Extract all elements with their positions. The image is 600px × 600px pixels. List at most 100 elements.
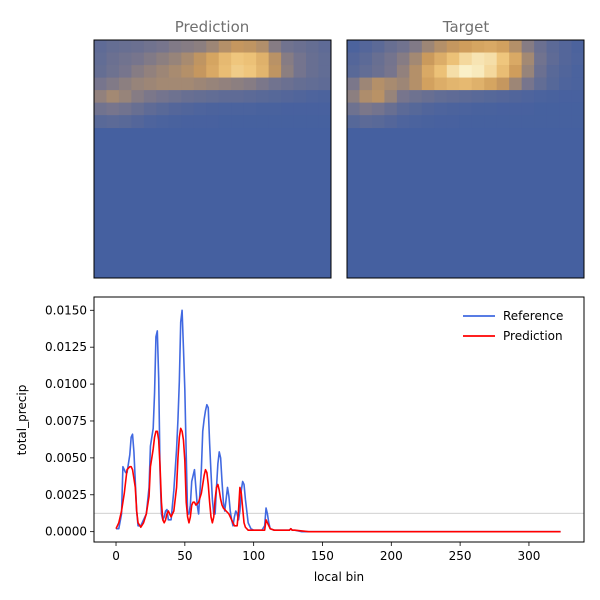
y-tick-label: 0.0075 xyxy=(45,414,87,428)
heatmap-cell xyxy=(206,77,220,91)
heatmap-cell xyxy=(496,115,510,129)
heatmap-cell xyxy=(206,65,220,78)
heatmap-cell xyxy=(371,90,385,104)
series-layer xyxy=(115,309,561,533)
heatmap-cell xyxy=(559,65,572,78)
heatmap-cell xyxy=(496,90,510,104)
y-tick-label: 0.0100 xyxy=(45,377,87,391)
heatmap-cell xyxy=(268,115,282,129)
heatmap-cell xyxy=(118,77,132,91)
heatmap-cell xyxy=(243,102,257,116)
y-axis-ticks: 0.0000 0.0025 0.0050 0.0075 0.0100 0.0125 0.01… xyxy=(45,303,94,539)
x-tick-label: 150 xyxy=(311,549,334,563)
heatmap-cell xyxy=(459,40,473,53)
heatmap-cell xyxy=(181,65,195,78)
heatmap-cell xyxy=(446,40,460,53)
heatmap-cell xyxy=(181,77,195,91)
heatmap-cell xyxy=(293,77,307,91)
heatmap-cell xyxy=(231,115,245,129)
heatmap-cell xyxy=(156,90,170,104)
heatmap-cell xyxy=(421,102,435,116)
heatmap-cell xyxy=(106,102,120,116)
heatmap-cell xyxy=(156,102,170,116)
heatmap-cell xyxy=(496,52,510,66)
prediction-heatmap-cells xyxy=(94,40,332,278)
heatmap-cell xyxy=(484,77,498,91)
heatmap-cell xyxy=(218,90,232,104)
heatmap-cell xyxy=(509,52,523,66)
heatmap-cell xyxy=(496,65,510,78)
heatmap-cell xyxy=(559,52,572,66)
legend-label-prediction: Prediction xyxy=(503,329,563,343)
heatmap-cell xyxy=(546,65,560,78)
heatmap-cell xyxy=(156,115,170,129)
heatmap-cell xyxy=(509,102,523,116)
heatmap-cell xyxy=(143,77,157,91)
line-chart: 0 50 100 150 200 250 300 0.00000.00250.00500.0… xyxy=(15,296,585,584)
heatmap-cell xyxy=(181,102,195,116)
heatmap-cell xyxy=(371,40,385,53)
heatmap-cell xyxy=(471,65,485,78)
heatmap-cell xyxy=(446,52,460,66)
heatmap-cell xyxy=(293,115,307,129)
target-heatmap-frame xyxy=(346,39,585,279)
heatmap-cell xyxy=(218,65,232,78)
heatmap-cell xyxy=(143,90,157,104)
heatmap-cell xyxy=(347,77,360,91)
heatmap-cell xyxy=(409,52,423,66)
heatmap-cell xyxy=(421,52,435,66)
heatmap-cell xyxy=(471,77,485,91)
heatmap-cell xyxy=(559,40,572,53)
heatmap-cell xyxy=(534,65,547,78)
heatmap-cell xyxy=(256,77,270,91)
heatmap-cell xyxy=(256,90,270,104)
heatmap-cell xyxy=(534,115,547,129)
heatmap-cell xyxy=(281,102,294,116)
heatmap-cell xyxy=(268,90,282,104)
heatmap-cell xyxy=(434,90,448,104)
heatmap-cell xyxy=(318,40,332,53)
heatmap-cell xyxy=(281,40,294,53)
x-axis-label: local bin xyxy=(314,570,364,584)
x-axis-ticks: 0 50 100 150 200 250 300 xyxy=(112,542,540,563)
heatmap-cell xyxy=(118,52,132,66)
heatmap-cell xyxy=(546,115,560,129)
heatmap-cell xyxy=(256,115,270,129)
heatmap-cell xyxy=(268,102,282,116)
heatmap-cell xyxy=(347,40,360,53)
heatmap-cell xyxy=(106,77,120,91)
heatmap-cell xyxy=(509,77,523,91)
heatmap-cell xyxy=(347,90,360,104)
heatmap-cell xyxy=(409,115,423,129)
heatmap-cell xyxy=(281,115,294,129)
heatmap-cell xyxy=(106,115,120,129)
x-tick-label: 100 xyxy=(242,549,265,563)
heatmap-cell xyxy=(521,90,535,104)
heatmap-cell xyxy=(181,90,195,104)
heatmap-cell xyxy=(571,52,585,66)
heatmap-cell xyxy=(347,115,360,129)
heatmap-cell xyxy=(243,65,257,78)
heatmap-cell xyxy=(571,77,585,91)
heatmap-cell xyxy=(168,52,182,66)
heatmap-cell xyxy=(484,65,498,78)
heatmap-cell xyxy=(384,90,398,104)
heatmap-cell xyxy=(396,115,410,129)
heatmap-cell xyxy=(359,52,373,66)
heatmap-cell xyxy=(546,40,560,53)
heatmap-cell xyxy=(293,102,307,116)
heatmap-cell xyxy=(396,40,410,53)
heatmap-cell xyxy=(193,52,207,66)
heatmap-cell xyxy=(118,65,132,78)
heatmap-cell xyxy=(168,65,182,78)
heatmap-cell xyxy=(409,77,423,91)
heatmap-cell xyxy=(94,102,107,116)
heatmap-cell xyxy=(434,65,448,78)
heatmap-cell xyxy=(396,52,410,66)
heatmap-cell xyxy=(94,77,107,91)
x-tick-label: 50 xyxy=(177,549,192,563)
heatmap-cell xyxy=(546,102,560,116)
heatmap-cell xyxy=(446,90,460,104)
heatmap-cell xyxy=(471,90,485,104)
target-panel-title: Target xyxy=(442,18,490,36)
